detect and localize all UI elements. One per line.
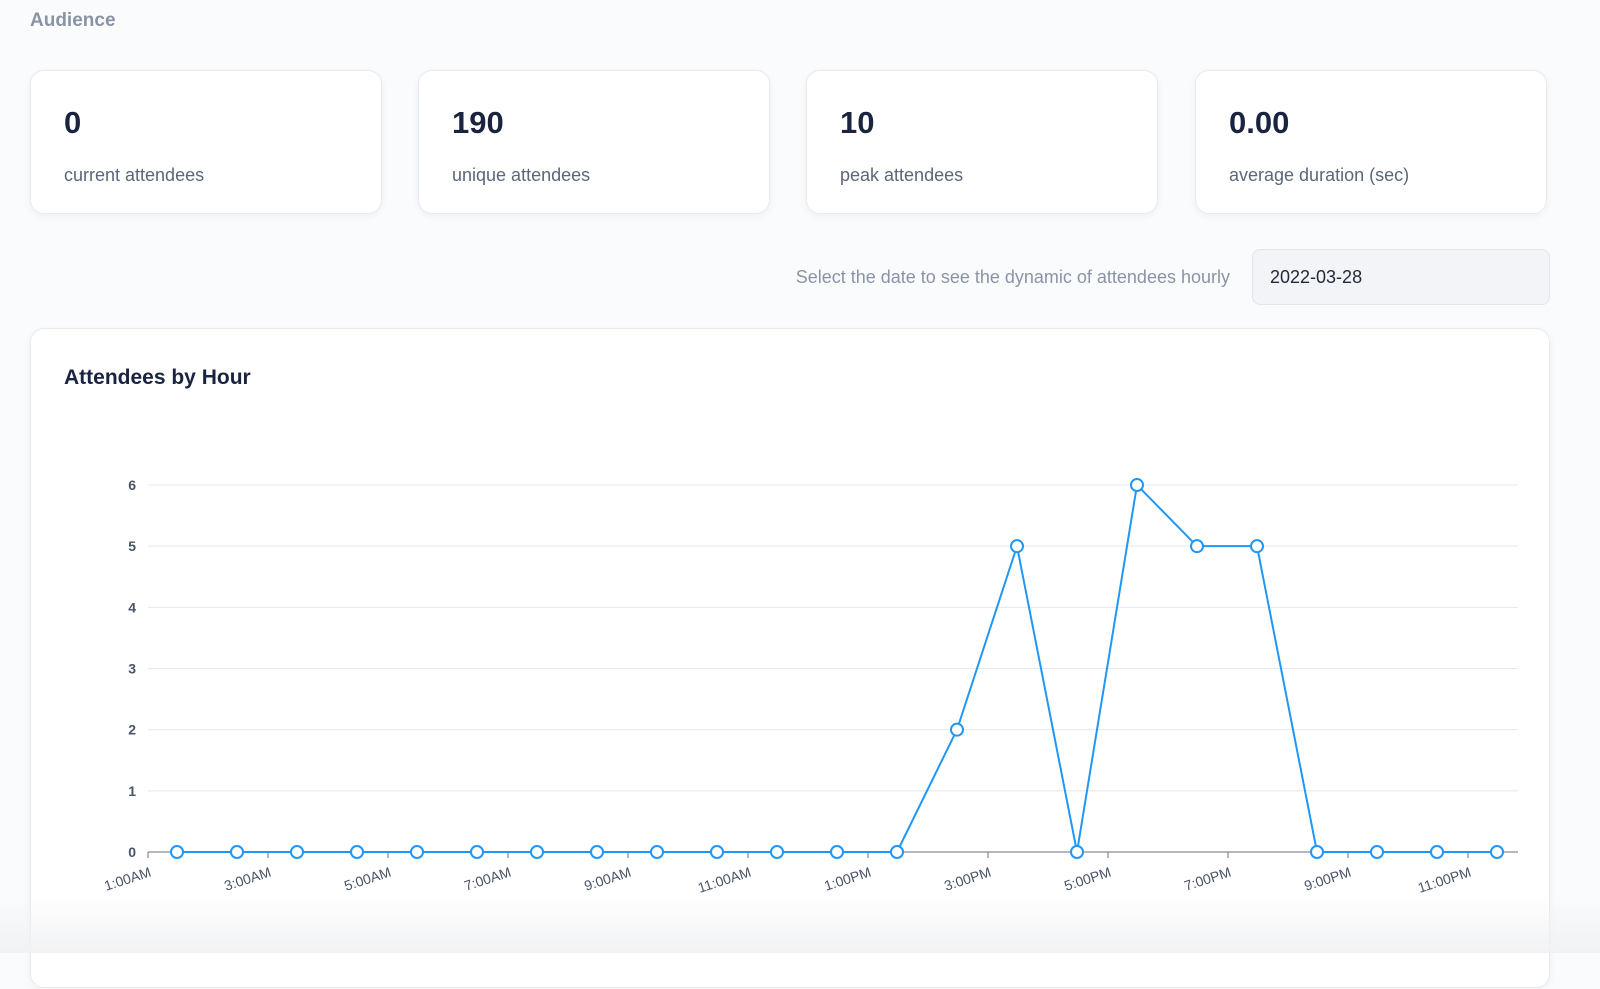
data-point <box>1130 478 1144 492</box>
x-tick-label: 1:00AM <box>102 864 153 894</box>
data-point <box>1010 539 1024 554</box>
x-tick-label: 5:00PM <box>1062 864 1113 894</box>
data-point <box>1430 845 1444 859</box>
data-point <box>1370 845 1384 859</box>
y-tick-label: 0 <box>128 844 136 860</box>
x-tick-label: 5:00AM <box>342 864 393 894</box>
x-tick-label: 11:00AM <box>696 864 753 896</box>
section-title: Audience <box>30 10 116 31</box>
data-point <box>230 845 244 859</box>
data-point <box>950 722 964 737</box>
x-tick-label: 9:00AM <box>582 864 633 894</box>
stat-value: 190 <box>452 105 504 140</box>
y-tick-label: 2 <box>128 722 136 738</box>
x-tick-label: 3:00AM <box>222 864 273 894</box>
stat-value: 0.00 <box>1229 105 1290 140</box>
data-point <box>770 845 784 859</box>
data-point <box>710 845 724 859</box>
y-tick-label: 6 <box>128 477 136 493</box>
data-point <box>650 845 664 859</box>
data-point <box>1250 539 1264 554</box>
x-tick-label: 7:00AM <box>462 864 513 894</box>
stat-label: current attendees <box>64 165 205 185</box>
data-point <box>1310 845 1324 859</box>
data-point <box>830 845 844 859</box>
line-chart: 0 1 2 3 4 5 6 1:00AM 3:00AM 5:00AM 7:00AM 9:00AM 11:… <box>102 477 1518 896</box>
date-prompt: Select the date to see the dynamic of at… <box>795 267 1230 287</box>
x-tick-label: 11:00PM <box>1416 864 1473 896</box>
y-tick-label: 1 <box>128 783 136 799</box>
stat-card-unique-attendees: 190 unique attendees <box>418 70 770 214</box>
data-point <box>1070 845 1084 859</box>
x-tick-label: 3:00PM <box>942 864 993 894</box>
stat-card-average-duration: 0.00 average duration (sec) <box>1195 70 1547 214</box>
stat-card-peak-attendees: 10 peak attendees <box>806 70 1158 214</box>
data-point <box>170 845 184 859</box>
stat-label: unique attendees <box>452 165 591 185</box>
stat-label: peak attendees <box>840 165 964 185</box>
data-point <box>530 845 544 859</box>
y-tick-label: 3 <box>128 661 136 677</box>
stat-value: 10 <box>840 105 875 140</box>
stat-card-current-attendees: 0 current attendees <box>30 70 382 214</box>
data-point <box>350 845 364 859</box>
data-point <box>1190 539 1204 554</box>
x-tick-label: 9:00PM <box>1302 864 1353 894</box>
data-point <box>290 845 304 859</box>
data-point <box>1490 845 1504 859</box>
bottom-fade <box>0 895 1600 953</box>
data-point <box>590 845 604 859</box>
x-tick-label: 7:00PM <box>1182 864 1233 894</box>
y-tick-label: 4 <box>128 599 136 615</box>
stat-value: 0 <box>64 105 82 140</box>
data-point <box>470 845 484 859</box>
y-tick-label: 5 <box>128 538 136 554</box>
chart-title: Attendees by Hour <box>64 366 251 389</box>
data-point <box>410 845 424 859</box>
chart-card: Attendees by Hour 0 1 2 3 4 5 6 1:00AM 3:00AM 5:0… <box>30 328 1550 988</box>
date-input[interactable] <box>1252 249 1550 305</box>
x-tick-label: 1:00PM <box>822 864 873 894</box>
stat-label: average duration (sec) <box>1229 165 1410 185</box>
data-point <box>890 845 904 859</box>
